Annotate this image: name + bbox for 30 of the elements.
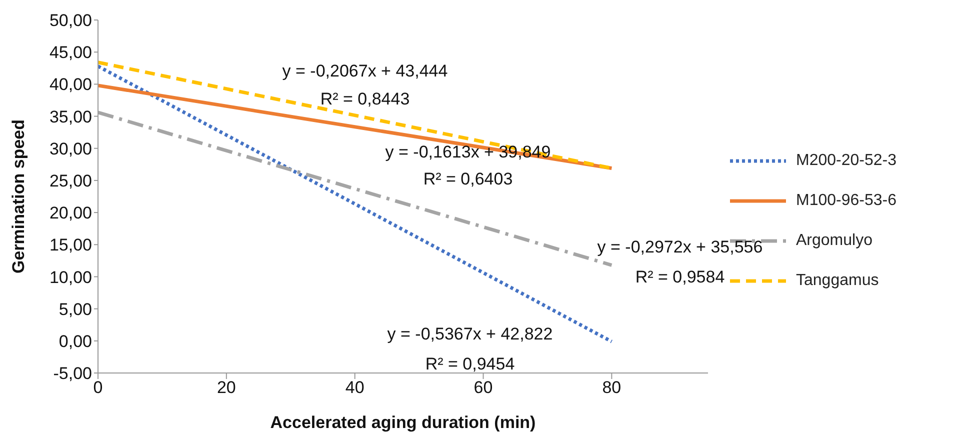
y-tick-label: 0,00 (58, 332, 92, 351)
annotation: y = -0,5367x + 42,822 (387, 324, 553, 344)
x-tick-label: 0 (93, 378, 103, 398)
annotation: y = -0,2972x + 35,556 (597, 237, 763, 256)
annotation: R² = 0,9454 (425, 354, 515, 374)
y-tick-label: 20,00 (49, 204, 92, 223)
y-tick-label: 10,00 (49, 268, 92, 287)
x-axis-title: Accelerated aging duration (min) (270, 413, 536, 432)
y-tick-label: 25,00 (49, 171, 92, 190)
x-tick-label: 60 (474, 378, 493, 398)
y-tick-label: 40,00 (49, 75, 92, 94)
annotation: R² = 0,6403 (423, 169, 513, 188)
y-tick-label: 35,00 (49, 107, 92, 126)
legend-label: Argomulyo (796, 232, 872, 250)
legend-label: M100-96-53-6 (796, 192, 896, 210)
legend-label: M200-20-52-3 (796, 152, 896, 170)
annotation: R² = 0,9584 (635, 267, 725, 286)
x-tick-label: 20 (216, 378, 236, 398)
annotation: y = -0,2067x + 43,444 (282, 61, 448, 80)
x-tick-label: 40 (345, 378, 364, 398)
y-tick-label: 45,00 (49, 43, 92, 62)
y-tick-label: -5,00 (53, 364, 92, 384)
legend-label: Tanggamus (796, 272, 879, 290)
x-tick-label: 80 (602, 378, 622, 398)
y-tick-label: 15,00 (49, 236, 92, 255)
y-axis-title: Germination speed (9, 120, 28, 274)
y-tick-label: 50,00 (49, 11, 92, 30)
y-tick-label: 5,00 (58, 300, 92, 319)
y-tick-label: 30,00 (49, 139, 92, 158)
annotation: R² = 0,8443 (320, 89, 410, 108)
